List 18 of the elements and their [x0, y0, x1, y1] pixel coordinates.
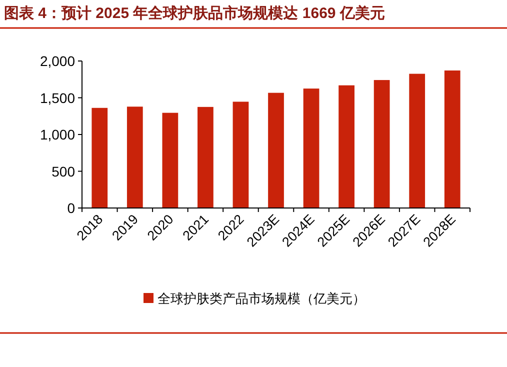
y-tick-label: 0: [67, 200, 76, 216]
bar: [162, 112, 178, 208]
bar: [126, 106, 143, 208]
y-tick-label: 500: [52, 163, 76, 180]
bar: [444, 70, 460, 208]
bar: [232, 102, 249, 208]
bar: [198, 106, 214, 208]
y-tick-label: 1,000: [40, 126, 76, 142]
bar: [92, 108, 108, 208]
bar: [268, 92, 284, 208]
bar: [374, 80, 390, 208]
chart-title: 图表 4：预计 2025 年全球护肤品市场规模达 1669 亿美元: [4, 4, 385, 22]
y-tick-label: 2,000: [40, 53, 76, 69]
legend-label: 全球护肤类产品市场规模（亿美元）: [158, 291, 366, 306]
bar: [338, 85, 354, 208]
y-tick-label: 1,500: [40, 90, 76, 106]
bar: [409, 74, 426, 208]
bar: [303, 88, 320, 208]
